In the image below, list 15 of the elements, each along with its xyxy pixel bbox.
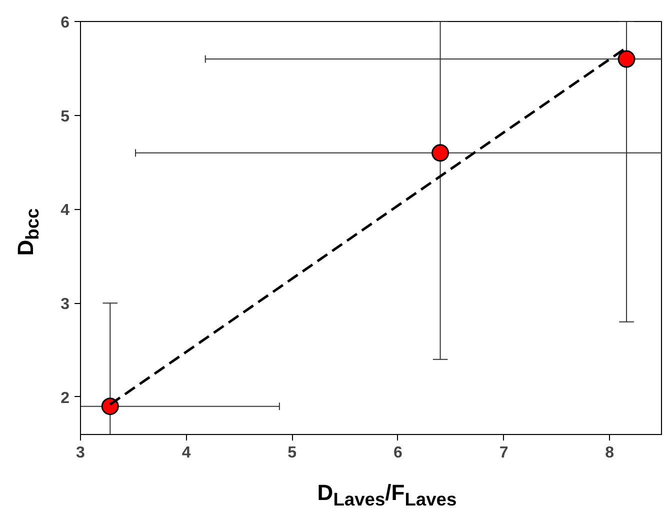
y-tick-label: 3 xyxy=(60,296,70,314)
x-tick-label: 5 xyxy=(288,444,297,462)
y-tick-label: 6 xyxy=(60,14,70,32)
point xyxy=(618,50,636,68)
point xyxy=(101,398,119,416)
x-tick-label: 7 xyxy=(499,444,508,462)
x-tick-label: 3 xyxy=(76,444,86,462)
x-tick-label: 4 xyxy=(182,444,191,462)
x-tick-label: 8 xyxy=(605,444,614,462)
y-tick-label: 2 xyxy=(60,390,70,407)
point xyxy=(432,144,450,162)
x-tick-label: 6 xyxy=(394,444,403,462)
y-tick-label: 5 xyxy=(60,108,70,126)
y-tick-label: 4 xyxy=(60,202,70,220)
x-axis-title: D$_{Laves}$/F$_{Laves}$ xyxy=(316,479,458,512)
